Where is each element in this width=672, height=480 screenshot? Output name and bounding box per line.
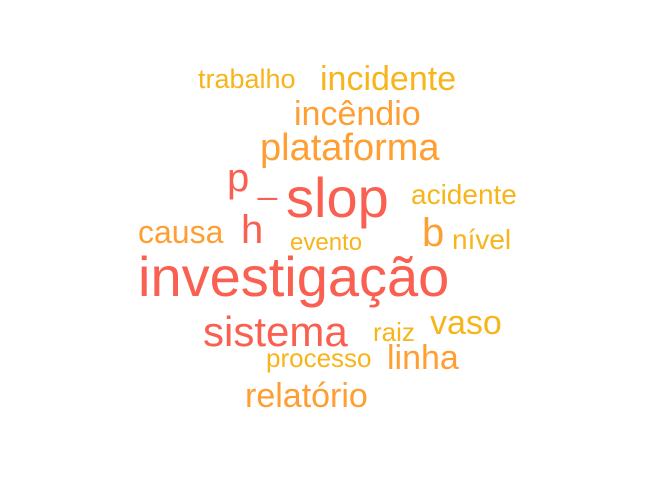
word-processo: processo	[266, 343, 372, 373]
word-p: p	[227, 156, 250, 200]
word-investigacao: investigação	[138, 245, 450, 308]
word-b: b	[422, 211, 445, 255]
word-incendio: incêndio	[294, 95, 421, 133]
word-trabalho: trabalho	[198, 64, 296, 94]
word-vaso: vaso	[430, 304, 502, 342]
word-linha: linha	[387, 339, 459, 377]
word-evento: evento	[290, 229, 363, 256]
word-incidente: incidente	[320, 60, 457, 98]
word-acidente: acidente	[411, 179, 517, 210]
word-h: h	[241, 208, 264, 252]
word-raiz: raiz	[373, 317, 415, 347]
word-plataforma: plataforma	[260, 127, 440, 169]
word-underscore: _	[258, 163, 277, 201]
word-nivel: nível	[452, 224, 512, 255]
word-sistema: sistema	[203, 308, 348, 355]
word-slop: slop	[286, 166, 389, 229]
word-causa: causa	[138, 214, 224, 250]
word-relatorio: relatório	[245, 377, 368, 415]
